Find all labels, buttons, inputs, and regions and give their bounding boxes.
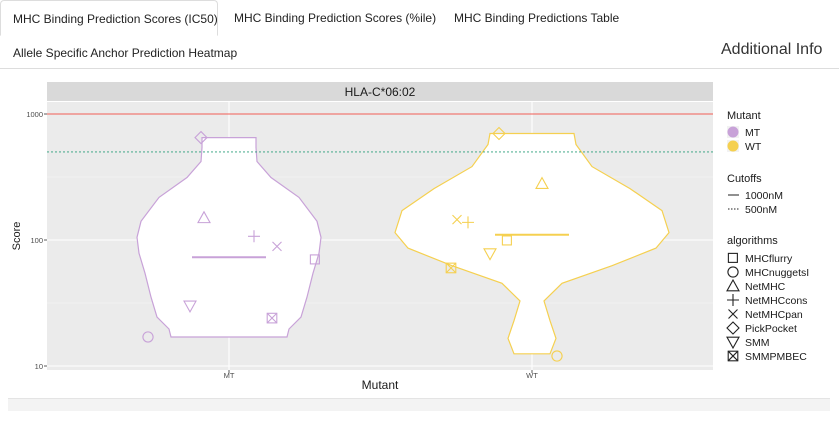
point-wt-smm	[483, 248, 497, 261]
legend-cutoff-label: 500nM	[745, 204, 777, 216]
legend-algorithm-label: NetMHC	[745, 281, 786, 293]
tab-percentile-scores[interactable]: MHC Binding Prediction Scores (%ile)	[234, 11, 437, 25]
point-mt-netmhccons	[248, 230, 260, 243]
point-wt-smmpmbec	[445, 262, 457, 274]
point-mt-mhcnuggetsi	[142, 331, 154, 343]
point-mt-smm	[183, 300, 197, 314]
x-axis-title: Mutant	[362, 378, 399, 392]
legend-algorithms-title: algorithms	[727, 235, 778, 247]
tab-ic50-scores[interactable]: MHC Binding Prediction Scores (IC50)	[0, 0, 218, 36]
point-wt-mhcnuggetsi	[551, 350, 563, 362]
legend-shape-smmpmbec	[727, 350, 739, 362]
point-mt-netmhcpan	[272, 241, 282, 252]
y-axis-title: Score	[11, 222, 23, 251]
point-wt-mhcflurry	[501, 235, 512, 246]
point-wt-pickpocket	[492, 126, 506, 141]
legend-cutoffs-title: Cutoffs	[727, 173, 762, 185]
y-tick-label: 10	[35, 362, 43, 371]
tab-bar: MHC Binding Prediction Scores (IC50) MHC…	[0, 0, 839, 69]
tab-anchor-heatmap[interactable]: Allele Specific Anchor Prediction Heatma…	[13, 46, 238, 60]
y-tick-label: 100	[30, 236, 43, 245]
y-tick-label: 1000	[26, 110, 43, 119]
legend-algorithm-label: NetMHCpan	[745, 309, 803, 321]
violin-wt	[394, 132, 670, 355]
legend-shape-pickpocket	[726, 321, 740, 335]
legend-shape-mhcnuggetsi	[727, 266, 739, 278]
legend-shape-netmhcpan	[728, 309, 738, 319]
x-tick-label: WT	[526, 371, 538, 380]
legend-algorithm-label: MHCflurry	[745, 253, 793, 265]
violin-chart: HLA-C*06:02 10 100 1000 MT WT Mutant Score Muta…	[0, 78, 839, 396]
legend-shape-smm	[726, 336, 740, 350]
legend-algorithm-label: MHCnuggetsI	[745, 267, 809, 279]
plot-panel: HLA-C*06:02 10 100 1000 MT WT Mutant Score	[11, 82, 713, 392]
point-mt-smmpmbec	[266, 312, 278, 324]
point-mt-pickpocket	[194, 130, 208, 145]
legend-algorithm-label: SMMPMBEC	[745, 351, 807, 363]
chart-legend: Mutant MT WT Cutoffs 1000nM 500nM algorithms MH…	[726, 110, 809, 363]
point-mt-netmhc	[197, 210, 211, 224]
legend-mutant-title: Mutant	[727, 110, 761, 122]
legend-shape-netmhc	[726, 278, 740, 292]
legend-swatch-wt	[727, 140, 739, 152]
legend-cutoff-label: 1000nM	[745, 190, 783, 202]
legend-swatch-mt	[727, 126, 739, 138]
legend-shape-mhcflurry	[727, 252, 738, 263]
point-mt-mhcflurry	[309, 254, 320, 265]
tab-predictions-table[interactable]: MHC Binding Predictions Table	[454, 11, 620, 25]
violin-mt	[136, 136, 322, 338]
point-wt-netmhccons	[462, 216, 474, 229]
additional-info-title: Additional Info	[721, 41, 823, 58]
legend-mutant-label: MT	[745, 127, 761, 139]
legend-algorithm-label: NetMHCcons	[745, 295, 807, 307]
facet-strip	[47, 82, 713, 101]
legend-mutant-label: WT	[745, 141, 762, 153]
legend-algorithm-label: SMM	[745, 337, 770, 349]
x-tick-label: MT	[224, 371, 235, 380]
point-wt-netmhcpan	[452, 214, 462, 225]
facet-title: HLA-C*06:02	[345, 85, 416, 99]
point-wt-netmhc	[535, 176, 549, 190]
legend-shape-netmhccons	[727, 294, 739, 306]
legend-algorithm-label: PickPocket	[745, 323, 797, 335]
bottom-bar	[8, 398, 830, 411]
